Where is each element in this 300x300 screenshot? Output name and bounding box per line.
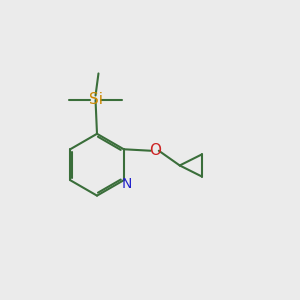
Text: O: O bbox=[149, 143, 161, 158]
Text: Si: Si bbox=[89, 92, 103, 107]
Text: N: N bbox=[122, 177, 133, 191]
